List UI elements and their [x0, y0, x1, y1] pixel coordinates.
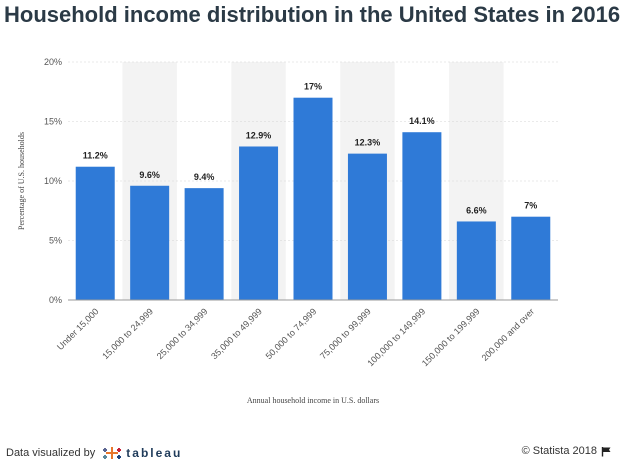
x-tick-label: 200,000 and over	[480, 306, 537, 363]
y-tick-label: 5%	[49, 236, 62, 246]
x-tick-label: 75,000 to 99,999	[318, 306, 373, 361]
tableau-icon	[103, 447, 122, 459]
x-tick-label: 25,000 to 34,999	[155, 306, 210, 361]
x-tick-label: 15,000 to 24,999	[100, 306, 155, 361]
x-tick-label: 150,000 to 199,999	[420, 306, 482, 368]
x-axis-ticks: Under 15,000 15,000 to 24,999 25,000 to 34…	[55, 306, 536, 368]
y-tick-label: 15%	[44, 117, 62, 127]
data-label: 11.2%	[83, 151, 108, 161]
data-label: 12.3%	[355, 138, 381, 148]
x-tick-label: 35,000 to 49,999	[209, 306, 264, 361]
y-tick-label: 10%	[44, 176, 62, 186]
data-label: 6.6%	[466, 205, 487, 215]
bar	[239, 146, 279, 300]
y-tick-label: 20%	[44, 57, 62, 67]
chart-title: Household income distribution in the Uni…	[4, 2, 621, 27]
copyright-notice: © Statista 2018	[522, 445, 612, 457]
bar-chart: 0% 5% 10% 15% 20% 11.2% 9.6% 9.4% 12.9% 17% 12.3%…	[17, 57, 558, 405]
tableau-logo[interactable]: tableau	[101, 445, 182, 461]
source-credit: Data visualized by tableau	[6, 445, 182, 461]
data-label: 9.6%	[139, 170, 160, 180]
data-label: 9.4%	[194, 172, 215, 182]
x-tick-label: 50,000 to 74,999	[264, 306, 319, 361]
data-labels: 11.2% 9.6% 9.4% 12.9% 17% 12.3% 14.1% 6.6% 7%	[83, 82, 538, 216]
source-prefix: Data visualized by	[6, 447, 96, 459]
bar	[402, 132, 442, 300]
x-tick-label: Under 15,000	[55, 306, 101, 352]
data-label: 7%	[524, 201, 537, 211]
tableau-wordmark: tableau	[126, 446, 183, 460]
bar	[347, 153, 387, 300]
bar	[293, 97, 333, 300]
data-label: 17%	[304, 82, 322, 92]
x-tick-label: 100,000 to 149,999	[365, 306, 427, 368]
data-label: 14.1%	[409, 116, 435, 126]
flag-icon[interactable]	[601, 446, 612, 457]
bars	[75, 97, 551, 300]
data-label: 12.9%	[246, 130, 272, 140]
y-tick-label: 0%	[49, 295, 62, 305]
x-axis-label: Annual household income in U.S. dollars	[247, 396, 379, 405]
copyright-text: © Statista 2018	[521, 445, 597, 457]
bar	[184, 188, 224, 300]
bar	[511, 216, 551, 300]
bar	[130, 185, 170, 300]
bar	[75, 166, 115, 300]
y-axis-label: Percentage of U.S. households	[17, 132, 26, 230]
bar	[456, 221, 496, 300]
